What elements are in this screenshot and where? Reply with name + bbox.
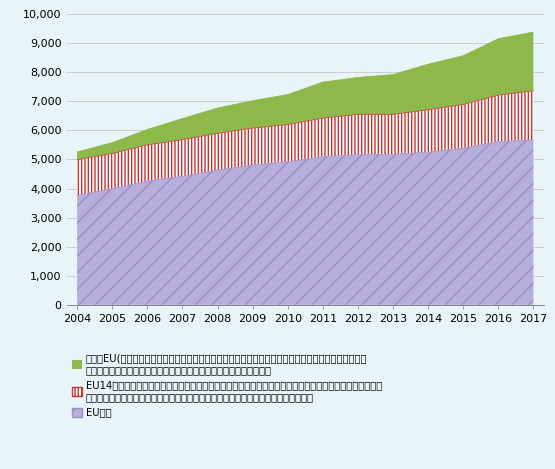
- Legend: その他EU(チェコ、エストニア、ポーランド、ハンガリー、ラトビア、リトアニア、スロバキア、スロ
ベニア、ブルガリア、ルーマニア、キプロス、マルタ、クロアチア）,: その他EU(チェコ、エストニア、ポーランド、ハンガリー、ラトビア、リトアニア、ス…: [72, 354, 382, 418]
